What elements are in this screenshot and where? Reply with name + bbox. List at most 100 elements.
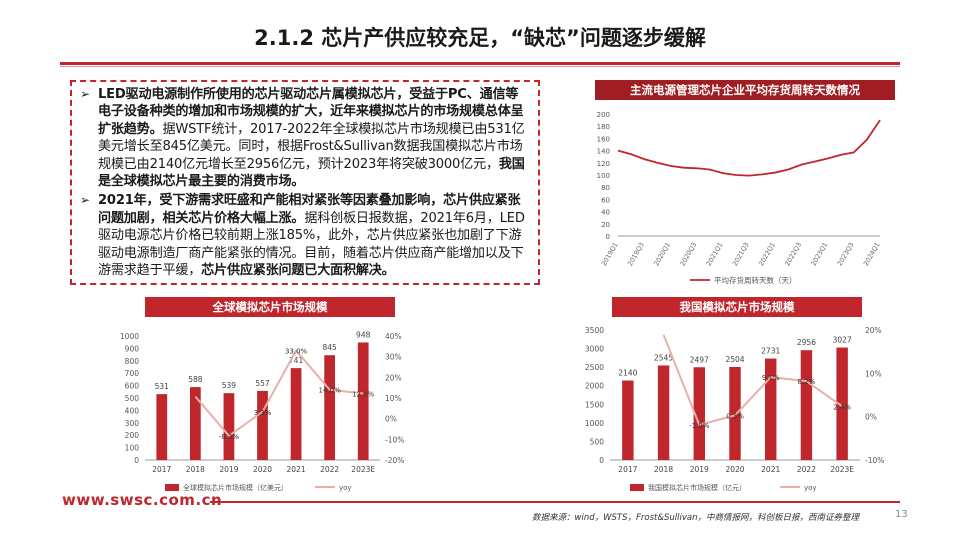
paragraph-2-conclusion: 芯片供应紧张问题已大面积解决。 [201, 263, 395, 279]
left-y-tick-label: 1500 [585, 400, 604, 409]
paragraph-1-conclusion: 我国是全球模拟芯片最主要的消费市场。 [98, 156, 525, 190]
bar-value-label: 539 [222, 381, 237, 390]
x-tick-label: 2019 [690, 465, 709, 474]
y-tick-label: 120 [597, 160, 610, 168]
bar-value-label: 2545 [654, 353, 673, 362]
bar-2023E [836, 347, 848, 460]
bar-2020 [257, 390, 268, 460]
yoy-line [662, 334, 843, 427]
left-y-tick-label: 0 [134, 456, 139, 465]
right-y-tick-label: 10% [385, 394, 402, 403]
title-divider [60, 62, 900, 65]
y-tick-label: 160 [597, 135, 610, 143]
x-tick-label: 2020 [253, 465, 272, 474]
left-y-tick-label: 2500 [585, 363, 604, 372]
y-tick-label: 200 [597, 111, 610, 119]
left-y-tick-label: 500 [125, 394, 140, 403]
page-number: 13 [895, 509, 908, 520]
left-y-tick-label: 200 [125, 431, 140, 440]
left-y-tick-label: 400 [125, 406, 140, 415]
bar-2021 [290, 368, 302, 460]
left-y-tick-label: 500 [590, 437, 605, 446]
footer-divider [210, 501, 900, 503]
summary-paragraph-1: ➢ LED驱动电源制作所使用的芯片驱动芯片属模拟芯片，受益于PC、通信等电子设备… [80, 86, 530, 190]
yoy-value-label: 9.1% [762, 374, 780, 382]
bar-value-label: 741 [289, 356, 304, 365]
x-tick-label: 2023E [830, 465, 854, 474]
right-y-tick-label: 30% [385, 353, 402, 362]
arrow-bullet-icon: ➢ [80, 87, 90, 101]
page-title: 2.1.2 芯片产供应较充足，“缺芯”问题逐步缓解 [254, 26, 706, 50]
x-tick-label: 2017 [618, 465, 637, 474]
bar-2018 [189, 387, 201, 460]
left-y-tick-label: 2000 [585, 382, 604, 391]
x-tick-label: 2023Q1 [810, 241, 830, 267]
bar-2022 [324, 355, 336, 460]
y-tick-label: 20 [601, 221, 610, 229]
y-tick-label: 40 [601, 209, 610, 217]
series-line-turnover-days [617, 119, 881, 177]
y-tick-label: 80 [601, 184, 610, 192]
right-y-tick-label: 20% [385, 373, 402, 382]
arrow-bullet-icon: ➢ [80, 193, 90, 208]
yoy-value-label: 2.4% [833, 403, 851, 411]
x-tick-label: 2022 [320, 465, 339, 474]
yoy-value-label: -1.9% [689, 422, 710, 430]
yoy-value-label: 0.3% [726, 412, 744, 420]
y-tick-label: 140 [597, 148, 610, 156]
paragraph-1-lead: LED驱动电源制作所使用的芯片驱动芯片属模拟芯片，受益于PC、通信等电子设备种类… [98, 87, 524, 137]
x-tick-label: 2022Q1 [757, 241, 777, 267]
yoy-value-label: -8.3% [219, 433, 240, 441]
bar-value-label: 2140 [618, 369, 637, 378]
yoy-value-label: 14.0% [319, 387, 342, 395]
bar-2017 [156, 394, 168, 460]
x-tick-label: 2023Q3 [836, 241, 856, 267]
title-divider-thin [60, 66, 900, 67]
bar-2019 [693, 367, 705, 460]
left-y-tick-label: 900 [125, 344, 140, 353]
bar-value-label: 3027 [833, 336, 852, 345]
summary-text-box: ➢ LED驱动电源制作所使用的芯片驱动芯片属模拟芯片，受益于PC、通信等电子设备… [70, 80, 540, 285]
yoy-value-label: 12.2% [352, 390, 375, 398]
bar-2018 [657, 365, 670, 460]
y-tick-label: 60 [601, 196, 610, 204]
y-tick-label: 0 [606, 233, 610, 241]
x-tick-label: 2020Q1 [652, 241, 672, 267]
left-y-tick-label: 800 [125, 357, 140, 366]
left-y-tick-label: 600 [125, 382, 140, 391]
paragraph-2-body: 据科创板日报数据，2021年6月，LED驱动电源芯片价格已较前期上涨185%，此… [98, 210, 525, 279]
inventory-chart-title: 主流电源管理芯片企业平均存货周转天数情况 [595, 80, 895, 100]
x-tick-label: 2019 [219, 465, 238, 474]
right-y-tick-label: 40% [385, 332, 402, 341]
bar-2022 [800, 350, 813, 460]
bar-value-label: 2504 [725, 355, 744, 364]
right-y-tick-label: -10% [865, 456, 884, 465]
x-tick-label: 2019Q3 [626, 241, 646, 267]
x-tick-label: 2022Q3 [783, 241, 803, 267]
right-y-tick-label: -10% [385, 435, 404, 444]
paragraph-2-lead: 2021年，受下游需求旺盛和产能相对紧张等因素叠加影响，芯片供应紧张问题加剧，相… [98, 193, 521, 226]
x-tick-label: 2024Q1 [862, 241, 882, 267]
legend-yoy-label: yoy [339, 484, 352, 492]
right-y-tick-label: 0% [385, 415, 397, 424]
left-y-tick-label: 1000 [120, 332, 139, 341]
legend-label: 平均存货周转天数（天） [714, 275, 797, 285]
left-y-tick-label: 300 [125, 419, 140, 428]
summary-paragraph-2: ➢ 2021年，受下游需求旺盛和产能相对紧张等因素叠加影响，芯片供应紧张问题加剧… [80, 192, 530, 279]
y-tick-label: 180 [597, 123, 610, 131]
legend-bar-swatch [165, 484, 179, 491]
bar-2021 [765, 358, 777, 460]
yoy-line [194, 348, 364, 438]
x-tick-label: 2017 [152, 465, 171, 474]
paragraph-1-body: 据WSTF统计，2017-2022年全球模拟芯片市场规模已由531亿美元增长至8… [98, 121, 525, 172]
x-tick-label: 2021Q1 [705, 241, 725, 267]
bar-value-label: 2731 [761, 347, 780, 356]
x-tick-label: 2023E [351, 465, 375, 474]
bar-value-label: 948 [356, 330, 371, 339]
footer-url[interactable]: www.swsc.com.cn [62, 491, 223, 509]
y-tick-label: 100 [597, 172, 610, 180]
bar-2020 [729, 366, 741, 460]
china-chart-title: 我国模拟芯片市场规模 [612, 297, 862, 317]
left-y-tick-label: 3000 [585, 345, 604, 354]
x-tick-label: 2020Q3 [679, 241, 699, 267]
